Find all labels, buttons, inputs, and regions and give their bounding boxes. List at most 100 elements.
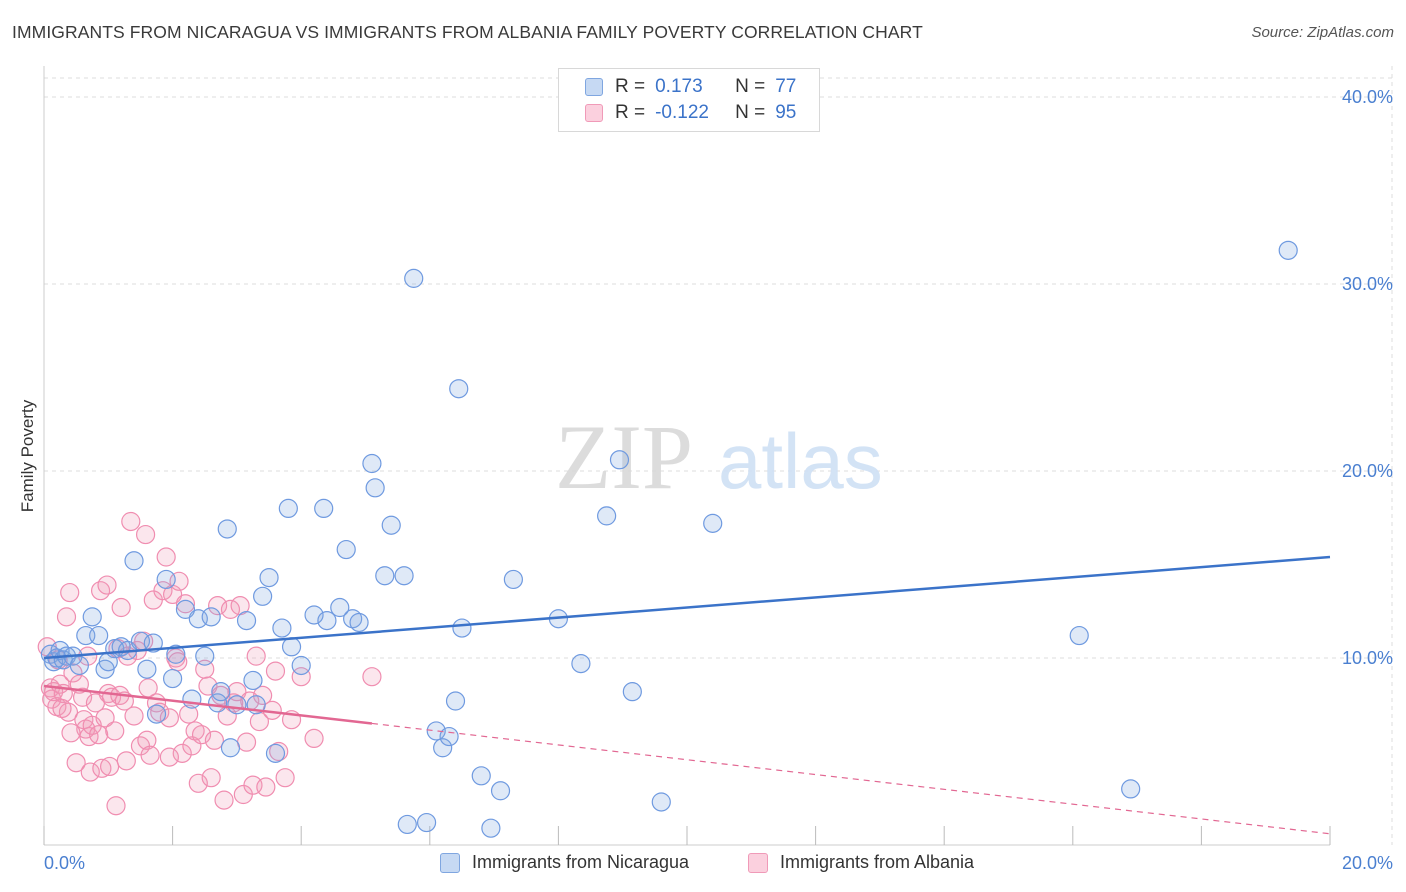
point-nicaragua [1278,240,1298,260]
point-albania [140,745,160,765]
point-nicaragua [362,453,382,474]
point-albania [138,678,158,698]
legend-n-value: 77 [775,76,797,97]
correlation-legend: R = 0.173 N = 77 R = -0.122 N = 95 [558,68,820,132]
y-tick-label: 30.0% [1342,274,1393,294]
point-albania [79,726,99,747]
point-albania [172,743,192,763]
point-albania [304,728,324,749]
legend-r-value: -0.122 [655,102,709,123]
point-nicaragua [243,670,263,691]
x-tick-label-min: 0.0% [44,853,85,873]
bottom-legend-swatch-nicaragua [440,852,460,873]
point-nicaragua [137,659,157,679]
point-nicaragua [227,695,247,715]
source-label: Source: ZipAtlas.com [1251,24,1394,41]
legend-swatch-albania [585,104,603,122]
point-nicaragua [124,551,144,571]
point-albania [156,547,176,567]
bottom-legend-nicaragua: Immigrants from Nicaragua [440,852,689,873]
point-albania [106,796,126,816]
point-albania [236,732,257,752]
point-albania [253,685,273,706]
point-nicaragua [211,682,231,702]
legend-row-albania: R = -0.122 N = 95 [585,100,796,126]
point-albania [246,646,266,666]
point-albania [105,721,125,741]
legend-swatch-nicaragua [585,78,603,96]
point-nicaragua [439,726,459,747]
point-albania [60,582,80,603]
point-nicaragua [330,597,350,618]
y-tick-label: 20.0% [1342,461,1393,481]
point-nicaragua [381,515,401,535]
point-nicaragua [69,655,89,676]
point-nicaragua [182,689,202,709]
point-albania [89,725,109,745]
point-nicaragua [314,498,334,518]
point-albania [124,706,144,726]
point-nicaragua [349,612,369,633]
point-albania [275,768,295,788]
point-albania [52,698,72,719]
series-albania [37,511,382,816]
point-albania [269,741,289,762]
bottom-legend-swatch-albania [748,852,768,873]
gridlines [44,66,1393,845]
point-albania [56,607,77,627]
point-albania [80,762,100,782]
point-nicaragua [166,644,186,664]
point-nicaragua [156,569,176,590]
axes [43,66,1331,846]
point-nicaragua [253,586,273,606]
point-albania [220,599,241,619]
legend-r-label: R = [615,102,646,123]
legend-r-value: 0.173 [655,76,703,97]
tick-labels: 10.0% 20.0% 30.0% 40.0% 0.0% 20.0% [44,87,1393,873]
point-albania [159,708,179,728]
y-tick-label: 40.0% [1342,87,1393,107]
point-nicaragua [201,607,221,627]
point-albania [153,581,173,601]
point-nicaragua [433,738,453,758]
watermark-atlas: atlas [718,417,883,505]
point-albania [214,790,234,810]
point-albania [201,768,221,788]
point-nicaragua [89,625,109,646]
point-nicaragua [365,478,385,498]
point-albania [362,667,382,687]
legend-n-label: N = [735,76,766,97]
point-nicaragua [195,646,215,666]
point-nicaragua [163,668,183,689]
legend-n-value: 95 [775,102,797,123]
trend-line-nicaragua [43,555,1331,660]
point-albania [204,730,224,750]
bottom-legend-label-albania: Immigrants from Albania [780,852,975,872]
point-albania [121,511,141,532]
point-albania [61,723,81,743]
legend-n-label: N = [735,102,766,123]
point-nicaragua [490,781,511,801]
watermark: ZIP atlas [555,406,883,508]
point-albania [97,575,117,595]
point-albania [135,524,156,545]
point-nicaragua [336,539,356,560]
bottom-legend-albania: Immigrants from Albania [748,852,974,873]
point-albania [111,597,131,618]
point-nicaragua [571,654,591,674]
point-albania [256,777,276,797]
point-nicaragua [416,812,437,833]
point-nicaragua [452,618,472,638]
point-albania [227,682,247,702]
point-albania [159,747,179,767]
legend-row-nicaragua: R = 0.173 N = 77 [585,74,796,100]
point-nicaragua [259,567,279,588]
point-nicaragua [449,379,469,399]
point-albania [265,661,286,681]
point-nicaragua [317,610,337,631]
point-nicaragua [404,268,424,288]
point-nicaragua [272,618,292,638]
point-nicaragua [1069,625,1089,646]
point-nicaragua [651,792,671,812]
